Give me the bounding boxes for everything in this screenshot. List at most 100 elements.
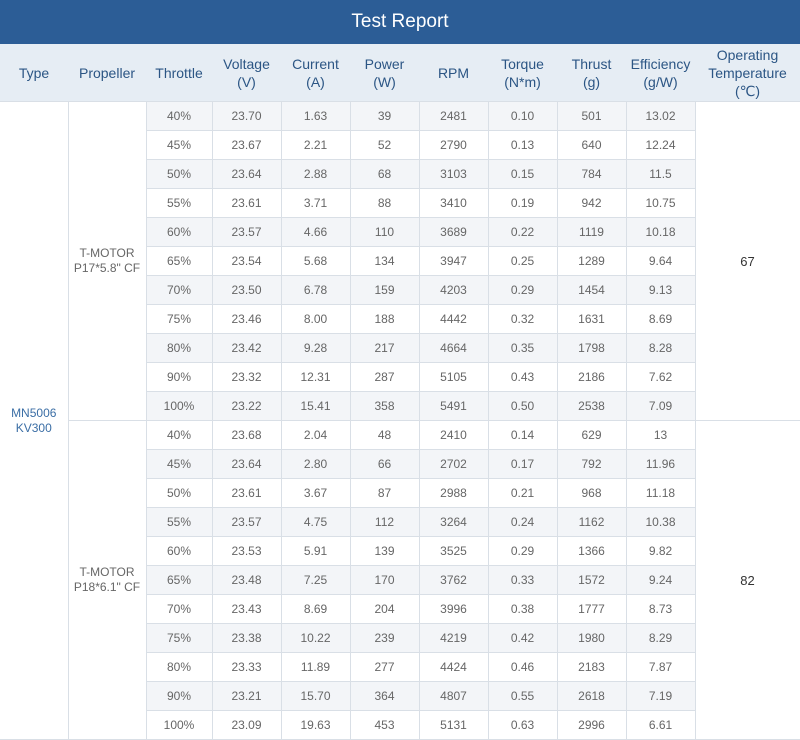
throttle-cell: 40%: [145, 420, 213, 450]
throttle-cell: 55%: [145, 507, 213, 537]
power-cell: 287: [349, 362, 420, 392]
torque-cell: 0.14: [487, 420, 558, 450]
header-torque-line: (N*m): [504, 73, 541, 90]
voltage-cell: 23.21: [211, 681, 282, 711]
rpm-cell: 5105: [418, 362, 489, 392]
torque-cell: 0.33: [487, 565, 558, 595]
torque-cell: 0.46: [487, 652, 558, 682]
efficiency-cell: 10.18: [625, 217, 696, 247]
voltage-cell: 23.54: [211, 246, 282, 276]
voltage-cell: 23.22: [211, 391, 282, 421]
thrust-cell: 640: [556, 130, 627, 160]
rpm-cell: 2410: [418, 420, 489, 450]
torque-cell: 0.25: [487, 246, 558, 276]
voltage-cell: 23.57: [211, 217, 282, 247]
current-cell: 12.31: [280, 362, 351, 392]
current-cell: 10.22: [280, 623, 351, 653]
throttle-cell: 45%: [145, 449, 213, 479]
power-cell: 66: [349, 449, 420, 479]
table-row: 65% 23.54 5.68 134 3947 0.25 1289 9.64: [0, 246, 800, 276]
propeller-line: T-MOTOR: [79, 246, 135, 260]
motor-type-cell: MN5006 KV300: [0, 101, 69, 740]
torque-cell: 0.17: [487, 449, 558, 479]
table-row: 50% 23.64 2.88 68 3103 0.15 784 11.5: [0, 159, 800, 189]
propeller-cell: T-MOTOR P17*5.8" CF: [67, 101, 147, 421]
torque-cell: 0.43: [487, 362, 558, 392]
header-thrust-line: (g): [582, 73, 601, 90]
power-cell: 48: [349, 420, 420, 450]
voltage-cell: 23.42: [211, 333, 282, 363]
header-thrust: Thrust (g): [557, 44, 626, 102]
voltage-cell: 23.53: [211, 536, 282, 566]
header-current-line: (A): [306, 73, 325, 90]
power-cell: 68: [349, 159, 420, 189]
motor-type-line: KV300: [15, 420, 52, 435]
torque-cell: 0.15: [487, 159, 558, 189]
voltage-cell: 23.50: [211, 275, 282, 305]
rpm-cell: 4203: [418, 275, 489, 305]
rpm-cell: 3947: [418, 246, 489, 276]
rpm-cell: 4442: [418, 304, 489, 334]
test-report-table: Type Propeller Throttle Voltage (V) Current (A…: [0, 44, 800, 740]
voltage-cell: 23.48: [211, 565, 282, 595]
rpm-cell: 5131: [418, 710, 489, 740]
rpm-cell: 2988: [418, 478, 489, 508]
power-cell: 364: [349, 681, 420, 711]
header-propeller: Propeller: [68, 44, 146, 102]
header-efficiency-line: (g/W): [643, 73, 678, 90]
header-power-line: Power: [364, 55, 405, 72]
power-cell: 358: [349, 391, 420, 421]
thrust-cell: 784: [556, 159, 627, 189]
current-cell: 7.25: [280, 565, 351, 595]
table-row: 75% 23.38 10.22 239 4219 0.42 1980 8.29: [0, 623, 800, 653]
report-title: Test Report: [0, 0, 800, 44]
current-cell: 2.21: [280, 130, 351, 160]
throttle-cell: 75%: [145, 304, 213, 334]
efficiency-cell: 10.75: [625, 188, 696, 218]
throttle-cell: 40%: [145, 101, 213, 131]
thrust-cell: 1162: [556, 507, 627, 537]
rpm-cell: 2481: [418, 101, 489, 131]
voltage-cell: 23.64: [211, 159, 282, 189]
rpm-cell: 4219: [418, 623, 489, 653]
voltage-cell: 23.09: [211, 710, 282, 740]
header-thrust-line: Thrust: [571, 55, 612, 72]
torque-cell: 0.42: [487, 623, 558, 653]
thrust-cell: 501: [556, 101, 627, 131]
voltage-cell: 23.57: [211, 507, 282, 537]
header-operating-temperature: Operating Temperature (℃): [695, 44, 800, 102]
thrust-cell: 792: [556, 449, 627, 479]
current-cell: 5.68: [280, 246, 351, 276]
throttle-cell: 100%: [145, 710, 213, 740]
thrust-cell: 1777: [556, 594, 627, 624]
header-voltage-line: Voltage: [223, 55, 270, 72]
thrust-cell: 2183: [556, 652, 627, 682]
power-cell: 88: [349, 188, 420, 218]
power-cell: 39: [349, 101, 420, 131]
efficiency-cell: 13.02: [625, 101, 696, 131]
thrust-cell: 2538: [556, 391, 627, 421]
propeller-line: P18*6.1" CF: [73, 580, 141, 594]
power-cell: 112: [349, 507, 420, 537]
table-row: 50% 23.61 3.67 87 2988 0.21 968 11.18: [0, 478, 800, 508]
current-cell: 2.04: [280, 420, 351, 450]
table-row: T-MOTOR P18*6.1" CF 40% 23.68 2.04 48 2410 0.14…: [0, 420, 800, 740]
rpm-cell: 3103: [418, 159, 489, 189]
throttle-cell: 50%: [145, 159, 213, 189]
voltage-cell: 23.68: [211, 420, 282, 450]
header-voltage: Voltage (V): [212, 44, 281, 102]
efficiency-cell: 6.61: [625, 710, 696, 740]
power-cell: 110: [349, 217, 420, 247]
power-cell: 87: [349, 478, 420, 508]
torque-cell: 0.22: [487, 217, 558, 247]
thrust-cell: 1366: [556, 536, 627, 566]
table-header: Type Propeller Throttle Voltage (V) Current (A…: [0, 44, 800, 102]
thrust-cell: 2996: [556, 710, 627, 740]
efficiency-cell: 7.62: [625, 362, 696, 392]
header-row: Type Propeller Throttle Voltage (V) Current (A…: [0, 44, 800, 102]
rpm-cell: 5491: [418, 391, 489, 421]
torque-cell: 0.63: [487, 710, 558, 740]
header-throttle: Throttle: [146, 44, 212, 102]
torque-cell: 0.13: [487, 130, 558, 160]
power-cell: 217: [349, 333, 420, 363]
